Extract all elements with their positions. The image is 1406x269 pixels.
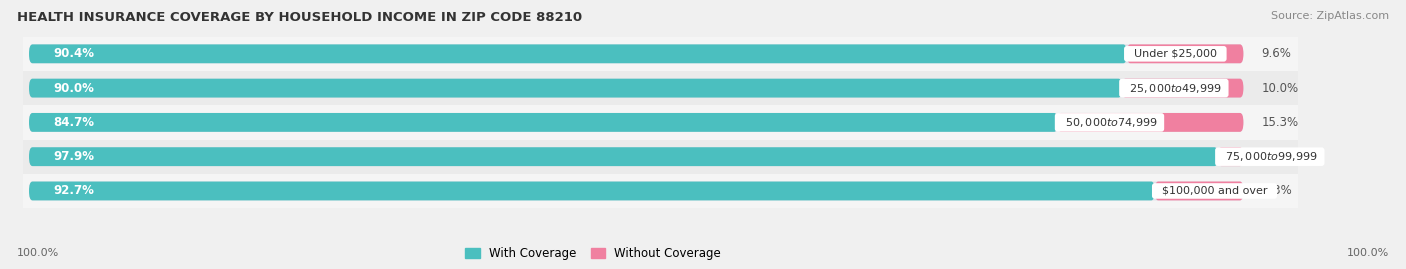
Text: 15.3%: 15.3% bbox=[1261, 116, 1299, 129]
Legend: With Coverage, Without Coverage: With Coverage, Without Coverage bbox=[461, 243, 725, 265]
Text: 84.7%: 84.7% bbox=[53, 116, 94, 129]
Text: 7.3%: 7.3% bbox=[1261, 185, 1291, 197]
Text: Source: ZipAtlas.com: Source: ZipAtlas.com bbox=[1271, 11, 1389, 21]
FancyBboxPatch shape bbox=[1218, 147, 1243, 166]
Text: 9.6%: 9.6% bbox=[1261, 47, 1292, 60]
FancyBboxPatch shape bbox=[30, 182, 1154, 200]
Text: 90.0%: 90.0% bbox=[53, 82, 94, 95]
Text: $100,000 and over: $100,000 and over bbox=[1154, 186, 1274, 196]
Text: HEALTH INSURANCE COVERAGE BY HOUSEHOLD INCOME IN ZIP CODE 88210: HEALTH INSURANCE COVERAGE BY HOUSEHOLD I… bbox=[17, 11, 582, 24]
FancyBboxPatch shape bbox=[30, 79, 1243, 98]
Bar bbox=[22, 71, 1298, 105]
Text: 97.9%: 97.9% bbox=[53, 150, 94, 163]
FancyBboxPatch shape bbox=[30, 44, 1126, 63]
Text: 100.0%: 100.0% bbox=[17, 248, 59, 258]
FancyBboxPatch shape bbox=[30, 147, 1243, 166]
FancyBboxPatch shape bbox=[30, 113, 1243, 132]
Text: 92.7%: 92.7% bbox=[53, 185, 94, 197]
FancyBboxPatch shape bbox=[30, 182, 1243, 200]
FancyBboxPatch shape bbox=[1057, 113, 1243, 132]
Text: 100.0%: 100.0% bbox=[1347, 248, 1389, 258]
FancyBboxPatch shape bbox=[1122, 79, 1243, 98]
FancyBboxPatch shape bbox=[1126, 44, 1243, 63]
Text: $50,000 to $74,999: $50,000 to $74,999 bbox=[1057, 116, 1161, 129]
Text: 90.4%: 90.4% bbox=[53, 47, 94, 60]
FancyBboxPatch shape bbox=[30, 147, 1218, 166]
Text: Under $25,000: Under $25,000 bbox=[1126, 49, 1223, 59]
Text: 10.0%: 10.0% bbox=[1261, 82, 1299, 95]
FancyBboxPatch shape bbox=[30, 113, 1057, 132]
Bar bbox=[22, 174, 1298, 208]
FancyBboxPatch shape bbox=[30, 79, 1122, 98]
Text: $75,000 to $99,999: $75,000 to $99,999 bbox=[1218, 150, 1322, 163]
Bar bbox=[22, 105, 1298, 140]
Text: 2.1%: 2.1% bbox=[1261, 150, 1292, 163]
Text: $25,000 to $49,999: $25,000 to $49,999 bbox=[1122, 82, 1226, 95]
FancyBboxPatch shape bbox=[30, 44, 1243, 63]
FancyBboxPatch shape bbox=[1154, 182, 1243, 200]
Bar bbox=[22, 140, 1298, 174]
Bar bbox=[22, 37, 1298, 71]
